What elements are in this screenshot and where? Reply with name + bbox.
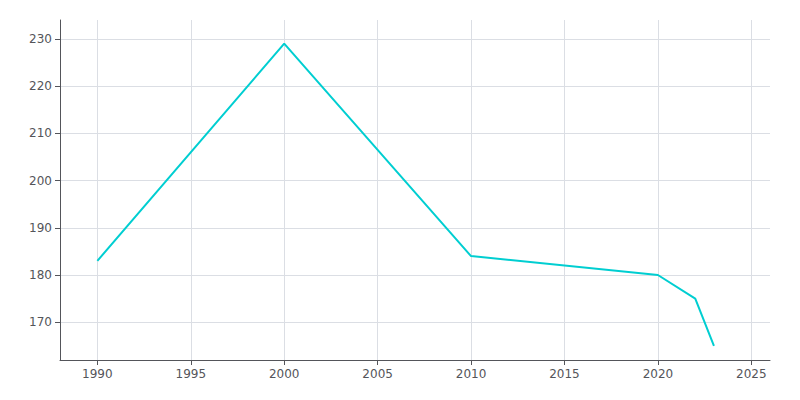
svg-text:1990: 1990 [82, 367, 113, 381]
svg-text:2005: 2005 [362, 367, 393, 381]
svg-text:2020: 2020 [643, 367, 674, 381]
svg-text:180: 180 [29, 268, 52, 282]
svg-text:2015: 2015 [549, 367, 580, 381]
svg-text:230: 230 [29, 32, 52, 46]
svg-text:220: 220 [29, 79, 52, 93]
svg-text:2010: 2010 [456, 367, 487, 381]
svg-text:170: 170 [29, 315, 52, 329]
svg-text:210: 210 [29, 126, 52, 140]
svg-text:2025: 2025 [736, 367, 767, 381]
svg-text:2000: 2000 [269, 367, 300, 381]
svg-text:190: 190 [29, 221, 52, 235]
svg-text:1995: 1995 [176, 367, 207, 381]
svg-text:200: 200 [29, 174, 52, 188]
